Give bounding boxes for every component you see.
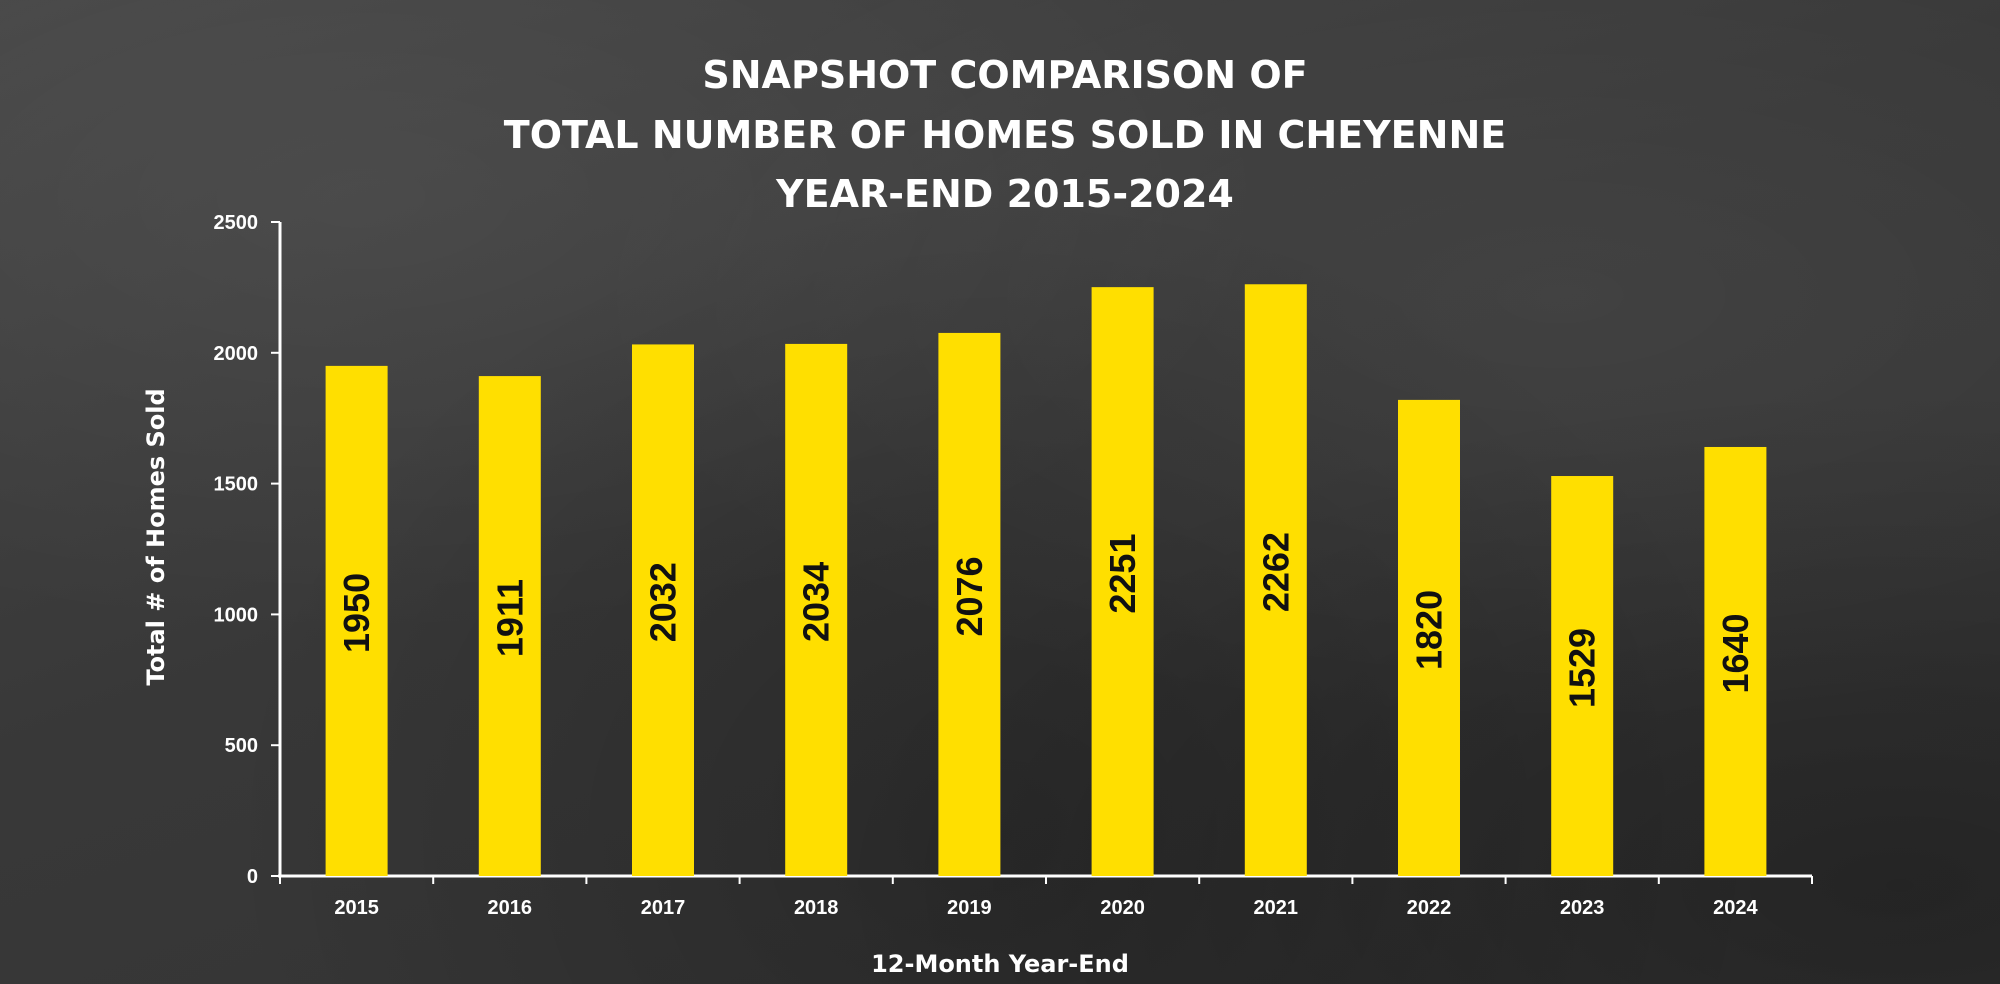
bar-2020: [1091, 287, 1154, 876]
y-axis-title: Total # of Homes Sold: [142, 388, 170, 685]
x-axis-title: 12-Month Year-End: [871, 950, 1129, 978]
x-tick-label: 2015: [334, 897, 379, 919]
y-tick-label: 1500: [214, 474, 259, 496]
y-tick-label: 1000: [214, 604, 259, 626]
y-tick-label: 2500: [214, 212, 259, 234]
chart-title-line-1: SNAPSHOT COMPARISON OF: [702, 53, 1307, 97]
data-label-2022: 1820: [1409, 590, 1450, 670]
x-axis: 2015 2016 2017 2018 2019 2020 2021 2022 2023 2024: [278, 874, 1813, 919]
x-tick-label: 2022: [1407, 897, 1452, 919]
chart-title-line-2: TOTAL NUMBER OF HOMES SOLD IN CHEYENNE: [504, 113, 1506, 157]
data-label-2019: 2076: [949, 556, 990, 636]
data-label-2018: 2034: [796, 562, 837, 642]
y-tick-label: 0: [247, 866, 258, 888]
x-tick-label: 2019: [947, 897, 992, 919]
y-tick-label: 2000: [214, 343, 259, 365]
bar-2015: [325, 365, 388, 876]
data-label-2015: 1950: [336, 573, 377, 653]
data-label-2017: 2032: [643, 562, 684, 642]
x-tick-label: 2023: [1560, 897, 1605, 919]
bar-2018: [785, 343, 848, 876]
data-label-2020: 2251: [1102, 534, 1143, 614]
x-tick-label: 2016: [488, 897, 533, 919]
bar-2019: [938, 332, 1001, 876]
y-axis: 0 500 1000 1500 2000 2500: [214, 212, 282, 888]
x-tick-label: 2020: [1100, 897, 1145, 919]
x-tick-label: 2017: [641, 897, 686, 919]
data-label-2023: 1529: [1562, 628, 1603, 708]
bar-2021: [1244, 284, 1307, 876]
x-tick-label: 2018: [794, 897, 839, 919]
x-tick-label: 2021: [1254, 897, 1299, 919]
data-label-2021: 2262: [1255, 532, 1296, 612]
bar-2024: [1704, 446, 1767, 876]
data-label-2024: 1640: [1715, 613, 1756, 693]
x-tick-label: 2024: [1713, 897, 1758, 919]
bar-2023: [1551, 476, 1614, 876]
data-label-2016: 1911: [489, 579, 530, 657]
data-labels: 1950 1911 2032 2034 2076 2251 2262 1820 1529 1640: [336, 532, 1756, 708]
bar-2016: [478, 376, 541, 876]
chart-title: SNAPSHOT COMPARISON OF TOTAL NUMBER OF H…: [504, 53, 1506, 216]
bar-2017: [632, 344, 694, 876]
bar-2022: [1398, 399, 1460, 876]
y-tick-label: 500: [225, 735, 258, 757]
bars: [325, 284, 1767, 876]
chart-title-line-3: YEAR-END 2015-2024: [775, 172, 1234, 216]
